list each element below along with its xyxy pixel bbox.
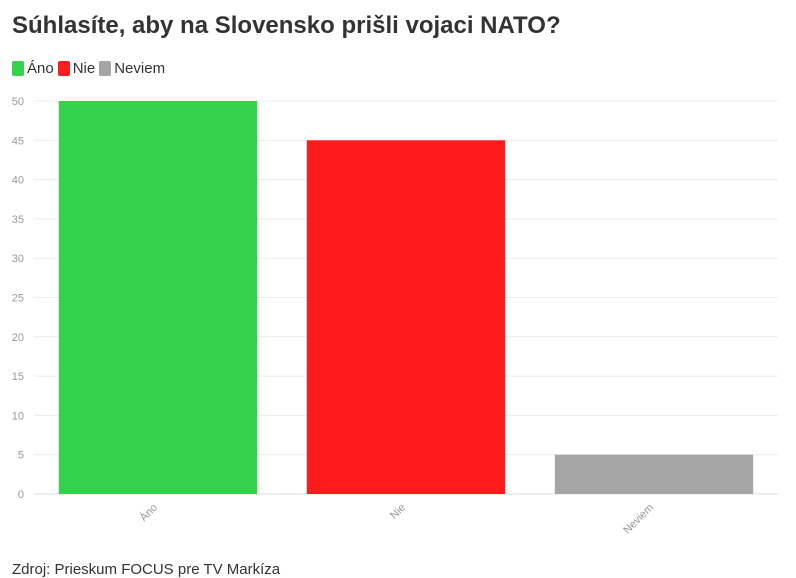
x-tick-label: Neviem (621, 502, 656, 537)
y-tick-label: 25 (12, 293, 24, 305)
y-tick-label: 15 (12, 371, 24, 383)
x-axis-ticks: Áno Nie Neviem (137, 501, 656, 537)
source-note: Zdroj: Prieskum FOCUS pre TV Markíza (12, 561, 281, 578)
legend-item-ano[interactable]: Áno (12, 60, 54, 77)
y-tick-label: 5 (18, 450, 24, 462)
y-tick-label: 0 (18, 489, 24, 501)
y-tick-label: 20 (12, 332, 24, 344)
legend-label-neviem: Neviem (114, 60, 166, 77)
bar-áno[interactable] (58, 101, 258, 494)
legend-label-ano: Áno (27, 60, 54, 77)
y-tick-label: 40 (12, 175, 24, 187)
y-axis-ticks: 0 5 10 15 20 25 30 35 40 45 50 (12, 96, 24, 501)
legend-item-neviem[interactable]: Neviem (99, 60, 165, 77)
x-tick-label: Nie (388, 502, 408, 522)
y-tick-label: 10 (12, 410, 24, 422)
legend-swatch-nie (57, 61, 70, 76)
chart-title: Súhlasíte, aby na Slovensko prišli vojac… (12, 12, 561, 39)
y-tick-label: 45 (12, 135, 24, 147)
bar-neviem[interactable] (554, 454, 754, 494)
x-tick-label: Áno (137, 501, 160, 524)
y-tick-label: 50 (12, 96, 24, 108)
legend-swatch-neviem (99, 61, 112, 76)
bar-nie[interactable] (306, 140, 506, 495)
bars (58, 101, 754, 495)
legend: Áno Nie Neviem (12, 60, 169, 77)
y-tick-label: 30 (12, 253, 24, 265)
y-tick-label: 35 (12, 214, 24, 226)
legend-swatch-ano (12, 61, 24, 76)
legend-label-nie: Nie (72, 60, 96, 77)
legend-item-nie[interactable]: Nie (57, 60, 96, 77)
bar-chart: 0 5 10 15 20 25 30 35 40 45 50 Áno Nie Neviem (12, 96, 778, 537)
